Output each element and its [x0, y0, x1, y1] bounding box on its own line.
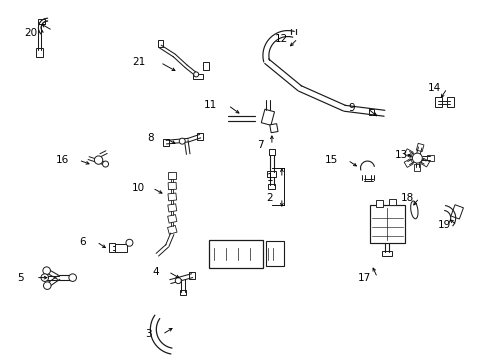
- Text: 13: 13: [395, 150, 408, 160]
- Bar: [168, 204, 177, 212]
- Bar: [404, 159, 413, 167]
- Bar: [168, 215, 177, 223]
- Bar: [447, 97, 454, 107]
- Bar: [416, 143, 424, 152]
- Bar: [404, 149, 413, 157]
- Text: 3: 3: [145, 329, 152, 339]
- Bar: [415, 163, 420, 171]
- Text: 15: 15: [325, 155, 338, 165]
- Bar: [168, 225, 177, 234]
- Text: 7: 7: [257, 140, 263, 150]
- Circle shape: [413, 153, 422, 163]
- Circle shape: [41, 274, 49, 282]
- Circle shape: [43, 267, 50, 274]
- Bar: [376, 201, 383, 207]
- Bar: [108, 243, 115, 252]
- Circle shape: [175, 278, 181, 284]
- Bar: [368, 109, 374, 115]
- Text: 20: 20: [24, 28, 37, 37]
- Bar: [193, 73, 203, 79]
- Text: 21: 21: [132, 58, 145, 67]
- Bar: [266, 241, 284, 266]
- Text: 2: 2: [267, 193, 273, 203]
- Bar: [163, 139, 169, 146]
- Circle shape: [69, 274, 76, 282]
- Circle shape: [44, 282, 51, 289]
- Bar: [168, 193, 176, 201]
- Bar: [420, 158, 430, 167]
- Bar: [261, 109, 274, 125]
- Text: 14: 14: [428, 84, 441, 93]
- Bar: [158, 40, 163, 47]
- Bar: [268, 171, 276, 177]
- Text: 10: 10: [132, 183, 145, 193]
- Text: 18: 18: [401, 193, 414, 203]
- Bar: [197, 133, 203, 140]
- Text: 16: 16: [56, 155, 69, 165]
- Text: 6: 6: [79, 237, 86, 247]
- Circle shape: [95, 156, 103, 164]
- Text: 8: 8: [147, 133, 154, 143]
- Bar: [114, 244, 127, 252]
- Bar: [269, 149, 275, 155]
- Bar: [38, 19, 45, 24]
- Text: 9: 9: [348, 103, 355, 113]
- Text: 19: 19: [438, 220, 451, 230]
- Bar: [168, 171, 176, 179]
- Bar: [451, 205, 464, 219]
- Circle shape: [179, 138, 185, 144]
- Bar: [209, 240, 264, 268]
- Circle shape: [126, 239, 133, 246]
- Bar: [370, 205, 405, 243]
- Bar: [168, 182, 176, 190]
- Bar: [270, 124, 278, 133]
- Bar: [383, 251, 392, 256]
- Bar: [203, 62, 209, 71]
- Circle shape: [194, 72, 198, 77]
- Text: 4: 4: [152, 267, 159, 276]
- Text: 11: 11: [203, 100, 217, 110]
- Bar: [269, 184, 275, 189]
- Bar: [427, 155, 434, 161]
- Ellipse shape: [411, 201, 418, 219]
- Bar: [36, 48, 43, 57]
- Bar: [435, 97, 442, 107]
- Bar: [389, 199, 396, 205]
- Text: 17: 17: [358, 273, 371, 283]
- Text: 1: 1: [267, 173, 273, 183]
- Bar: [189, 272, 195, 279]
- Text: 5: 5: [18, 273, 24, 283]
- Circle shape: [102, 161, 108, 167]
- Bar: [180, 290, 186, 295]
- Text: 12: 12: [275, 33, 289, 44]
